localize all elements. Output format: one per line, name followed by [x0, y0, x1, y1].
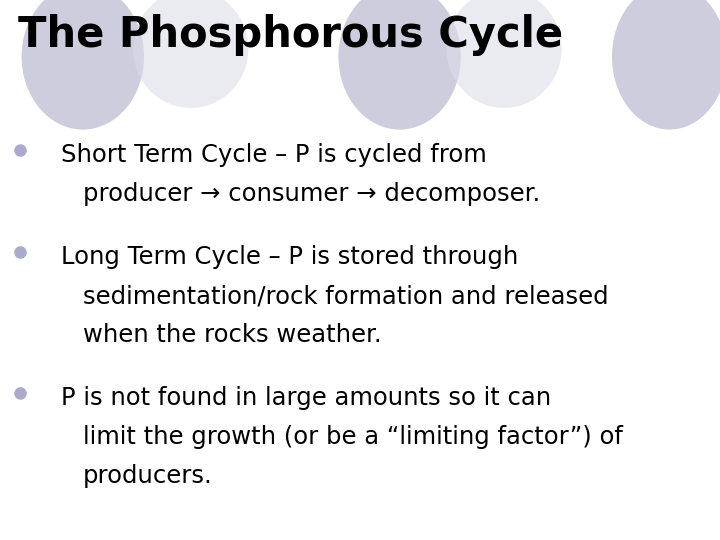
- Ellipse shape: [612, 0, 720, 130]
- Text: P is not found in large amounts so it can: P is not found in large amounts so it ca…: [61, 386, 552, 410]
- Text: producer → consumer → decomposer.: producer → consumer → decomposer.: [83, 182, 540, 206]
- Text: limit the growth (or be a “limiting factor”) of: limit the growth (or be a “limiting fact…: [83, 425, 623, 449]
- Ellipse shape: [22, 0, 144, 130]
- Text: sedimentation/rock formation and released: sedimentation/rock formation and release…: [83, 284, 608, 308]
- Text: Short Term Cycle – P is cycled from: Short Term Cycle – P is cycled from: [61, 143, 487, 167]
- Ellipse shape: [133, 0, 248, 108]
- Text: The Phosphorous Cycle: The Phosphorous Cycle: [18, 14, 563, 56]
- Text: Long Term Cycle – P is stored through: Long Term Cycle – P is stored through: [61, 245, 518, 269]
- Text: when the rocks weather.: when the rocks weather.: [83, 323, 382, 347]
- Ellipse shape: [446, 0, 562, 108]
- Text: producers.: producers.: [83, 464, 212, 488]
- Ellipse shape: [338, 0, 461, 130]
